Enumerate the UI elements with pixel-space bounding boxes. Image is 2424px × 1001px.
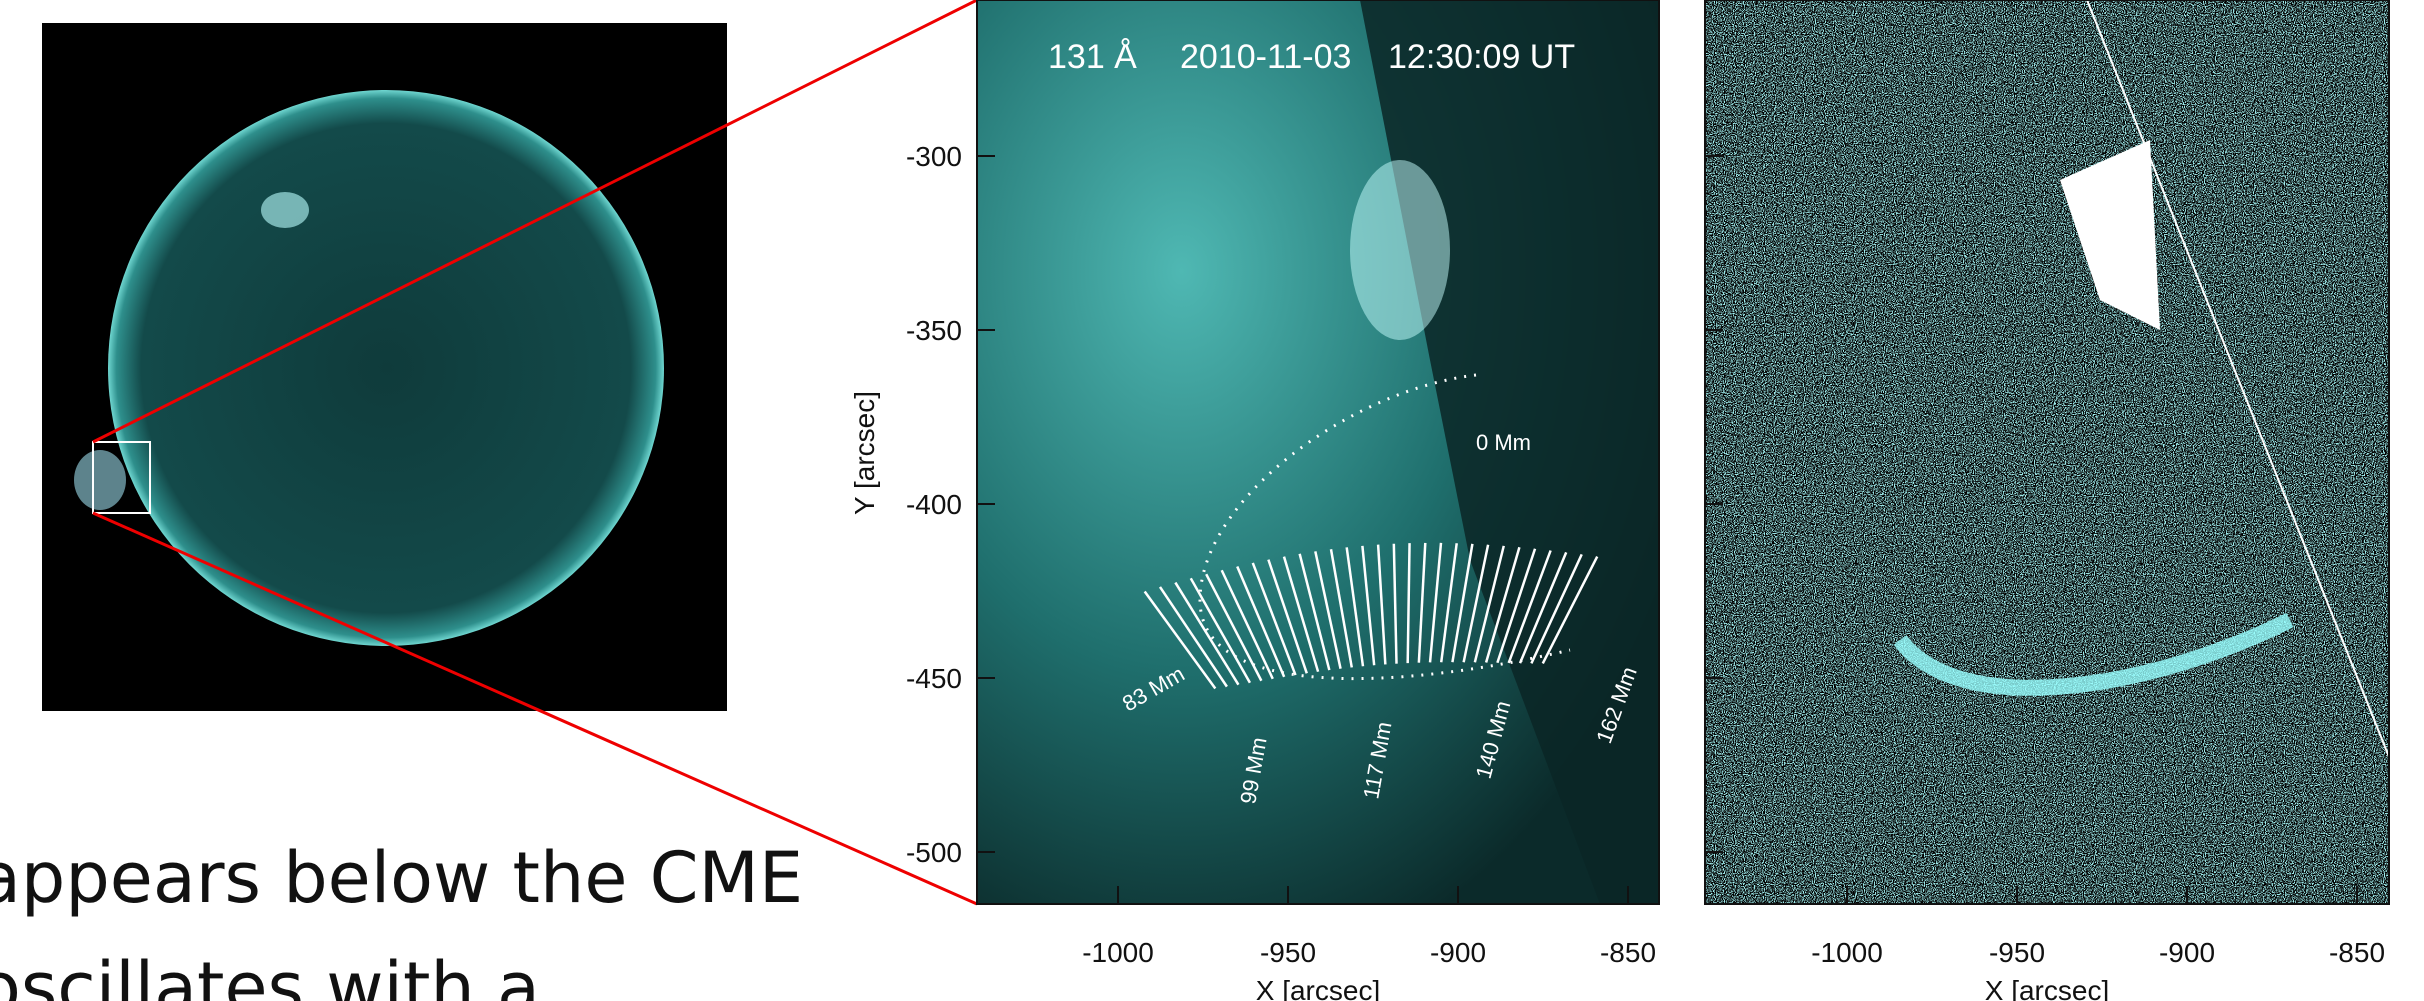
sun-disk [108,90,664,646]
y-tick-label: -500 [906,837,962,868]
x-tick-label: -850 [1600,937,1656,968]
y-tick-label: -450 [906,663,962,694]
channel: 131 Å [1048,38,1137,76]
slide: 131 Å 2010-11-03 12:30:09 UT Y [arcsec] … [0,0,2424,1001]
x-axis-label: X [arcsec] [1985,975,2109,1001]
flare-brightening [1350,160,1450,340]
x-tick-label: -850 [2329,937,2385,968]
x-tick-label: -950 [1989,937,2045,968]
page: 131 Å 2010-11-03 12:30:09 UT Y [arcsec] … [0,0,2424,1001]
body-text: oscillates with a [0,947,540,1001]
x-tick-label: -950 [1260,937,1316,968]
y-tick-label: -300 [906,141,962,172]
y-tick-label: -400 [906,489,962,520]
flare-region [74,450,126,510]
x-tick-label: -1000 [1082,937,1154,968]
x-tick-label: -900 [1430,937,1486,968]
x-axis-label: X [arcsec] [1256,975,1380,1001]
y-axis-label: Y [arcsec] [849,391,880,515]
x-tick-label: -900 [2159,937,2215,968]
x-tick-label: -1000 [1811,937,1883,968]
distance-label: 0 Mm [1476,430,1531,455]
y-tick-label: -350 [906,315,962,346]
date: 2010-11-03 [1180,38,1351,76]
time: 12:30:09 UT [1388,38,1575,76]
body-text: appears below the CME [0,837,803,919]
difference-noise [1705,0,2389,904]
active-region [261,192,309,228]
